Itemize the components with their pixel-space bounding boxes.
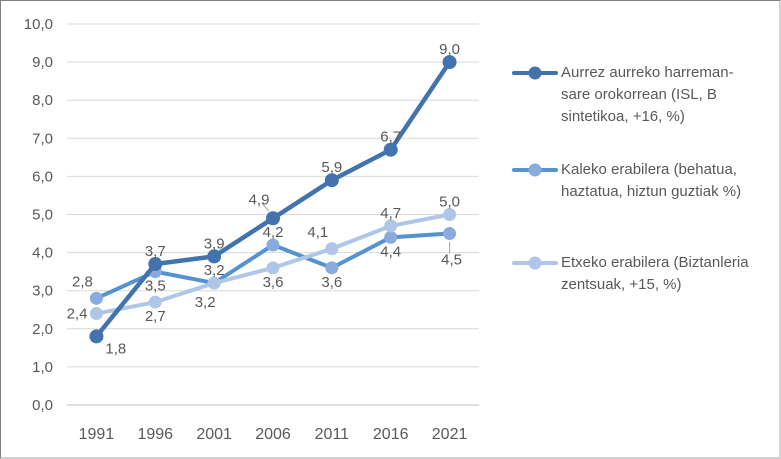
data-point bbox=[89, 329, 104, 344]
data-label: 3,7 bbox=[145, 243, 166, 260]
legend-swatch-line-marker-icon bbox=[512, 252, 558, 274]
x-tick-label: 1996 bbox=[137, 426, 173, 443]
plot-area: 0,0 1,0 2,0 3,0 4,0 5,0 6,0 7,0 8,0 9,0 10,0 1991 19… bbox=[24, 16, 479, 443]
data-point bbox=[266, 238, 280, 252]
data-label: 3,6 bbox=[321, 274, 342, 291]
data-label: 1,8 bbox=[105, 340, 126, 357]
legend-label: Etxeko erabilera (Biztanleria zentsuak, … bbox=[561, 254, 749, 293]
legend-item-etxeko: Etxeko erabilera (Biztanleria zentsuak, … bbox=[512, 252, 774, 296]
data-label: 5,0 bbox=[439, 194, 460, 211]
chart-legend: Aurrez aurreko harreman-sare orokorrean … bbox=[512, 1, 774, 457]
legend-item-kaleko: Kaleko erabilera (behatua, haztatua, hiz… bbox=[512, 159, 774, 203]
legend-marker-icon bbox=[528, 256, 542, 270]
data-point bbox=[324, 173, 339, 188]
legend-swatch-line-marker-icon bbox=[512, 62, 558, 84]
data-point bbox=[325, 242, 339, 256]
y-tick-label: 10,0 bbox=[24, 16, 53, 33]
legend-label: Aurrez aurreko harreman-sare orokorrean … bbox=[561, 64, 734, 125]
y-tick-label: 1,0 bbox=[32, 359, 53, 376]
legend-swatch-line-marker-icon bbox=[512, 159, 558, 181]
legend-label: Kaleko erabilera (behatua, haztatua, hiz… bbox=[561, 161, 742, 200]
data-label: 4,2 bbox=[263, 224, 284, 241]
x-tick-label: 2016 bbox=[373, 426, 409, 443]
y-tick-label: 5,0 bbox=[32, 207, 53, 224]
data-label: 3,2 bbox=[195, 294, 216, 311]
data-point bbox=[384, 230, 398, 244]
data-point bbox=[325, 261, 339, 275]
data-point bbox=[266, 261, 280, 275]
data-label: 3,5 bbox=[145, 278, 166, 295]
y-tick-label: 8,0 bbox=[32, 92, 53, 109]
data-point bbox=[383, 142, 398, 157]
data-label: 4,5 bbox=[441, 252, 462, 269]
legend-marker-icon bbox=[528, 66, 542, 80]
y-tick-label: 0,0 bbox=[32, 397, 53, 414]
data-label-leader-line bbox=[261, 202, 270, 212]
legend-item-aurrez: Aurrez aurreko harreman-sare orokorrean … bbox=[512, 62, 774, 128]
y-tick-label: 3,0 bbox=[32, 283, 53, 300]
data-point bbox=[384, 219, 398, 233]
y-tick-label: 4,0 bbox=[32, 245, 53, 262]
data-label: 4,7 bbox=[380, 205, 401, 222]
data-point bbox=[89, 291, 103, 305]
x-tick-label: 2001 bbox=[196, 426, 232, 443]
data-label: 2,4 bbox=[67, 306, 88, 323]
data-point bbox=[207, 276, 221, 290]
data-label: 2,7 bbox=[145, 308, 166, 325]
data-label: 3,9 bbox=[204, 235, 225, 252]
y-tick-label: 9,0 bbox=[32, 54, 53, 71]
data-point bbox=[443, 208, 457, 221]
data-label: 4,4 bbox=[380, 243, 401, 260]
data-label: 6,7 bbox=[380, 129, 401, 146]
data-point bbox=[442, 55, 457, 70]
y-tick-label: 2,0 bbox=[32, 321, 53, 338]
x-tick-label: 2021 bbox=[432, 426, 468, 443]
x-tick-label: 2006 bbox=[255, 426, 291, 443]
data-label: 3,6 bbox=[263, 274, 284, 291]
data-point bbox=[148, 257, 163, 272]
data-label: 5,9 bbox=[321, 159, 342, 176]
y-tick-label: 7,0 bbox=[32, 130, 53, 147]
x-tick-label: 2011 bbox=[315, 426, 350, 443]
data-label: 2,8 bbox=[72, 273, 93, 290]
data-point bbox=[266, 211, 280, 226]
legend-marker-icon bbox=[528, 163, 542, 177]
data-label: 4,1 bbox=[307, 224, 328, 241]
series-line bbox=[94, 59, 452, 339]
data-point bbox=[148, 295, 162, 309]
data-label: 4,9 bbox=[249, 191, 270, 208]
x-tick-label: 1991 bbox=[79, 426, 115, 443]
data-point bbox=[89, 307, 103, 321]
data-label: 3,2 bbox=[204, 262, 225, 279]
data-point bbox=[207, 249, 222, 264]
data-point bbox=[443, 227, 457, 241]
y-tick-label: 6,0 bbox=[32, 168, 53, 185]
data-label: 9,0 bbox=[439, 41, 460, 58]
